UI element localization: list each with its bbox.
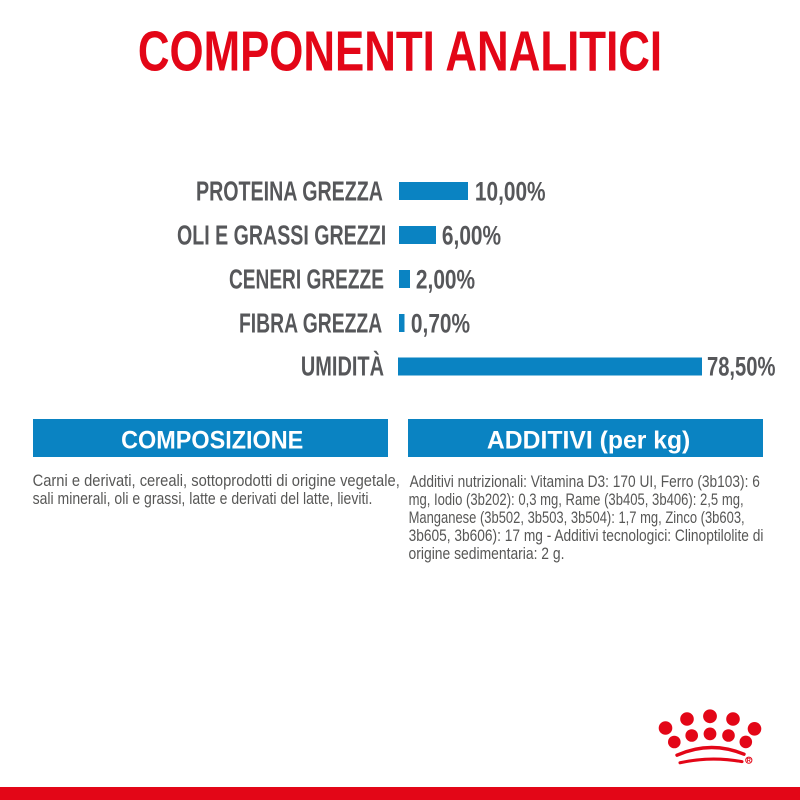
svg-text:COMPOSIZIONE: COMPOSIZIONE [121, 427, 303, 455]
svg-text:Carni e derivati, cereali, sot: Carni e derivati, cereali, sottoprodotti… [33, 472, 400, 490]
svg-text:10,00%: 10,00% [475, 177, 546, 207]
svg-text:3b605, 3b606): 17 mg - Additiv: 3b605, 3b606): 17 mg - Additivi tecnolog… [409, 527, 764, 546]
svg-text:6,00%: 6,00% [442, 221, 501, 251]
svg-text:FIBRA GREZZA: FIBRA GREZZA [239, 308, 382, 339]
svg-text:Manganese (3b502, 3b503, 3b504: Manganese (3b502, 3b503, 3b504): 1,7 mg,… [409, 508, 745, 527]
svg-text:origine sedimentaria: 2 g.: origine sedimentaria: 2 g. [409, 545, 565, 564]
svg-text:sali minerali, oli e grassi, l: sali minerali, oli e grassi, latte e der… [33, 490, 373, 509]
svg-text:0,70%: 0,70% [411, 309, 470, 339]
svg-text:OLI E GRASSI GREZZI: OLI E GRASSI GREZZI [177, 220, 386, 251]
svg-text:R: R [747, 758, 751, 764]
svg-text:COMPONENTI ANALITICI: COMPONENTI ANALITICI [138, 19, 662, 83]
svg-text:Additivi nutrizionali: Vitamin: Additivi nutrizionali: Vitamina D3: 170 … [410, 473, 760, 492]
svg-text:UMIDITÀ: UMIDITÀ [301, 350, 384, 382]
svg-text:CENERI GREZZE: CENERI GREZZE [229, 265, 384, 295]
svg-text:2,00%: 2,00% [416, 265, 475, 295]
svg-text:ADDITIVI (per kg): ADDITIVI (per kg) [487, 426, 690, 454]
svg-text:PROTEINA GREZZA: PROTEINA GREZZA [196, 176, 383, 207]
svg-text:mg, Iodio (3b202): 0,3 mg, Ram: mg, Iodio (3b202): 0,3 mg, Rame (3b405, … [409, 490, 744, 509]
svg-text:78,50%: 78,50% [707, 352, 776, 381]
